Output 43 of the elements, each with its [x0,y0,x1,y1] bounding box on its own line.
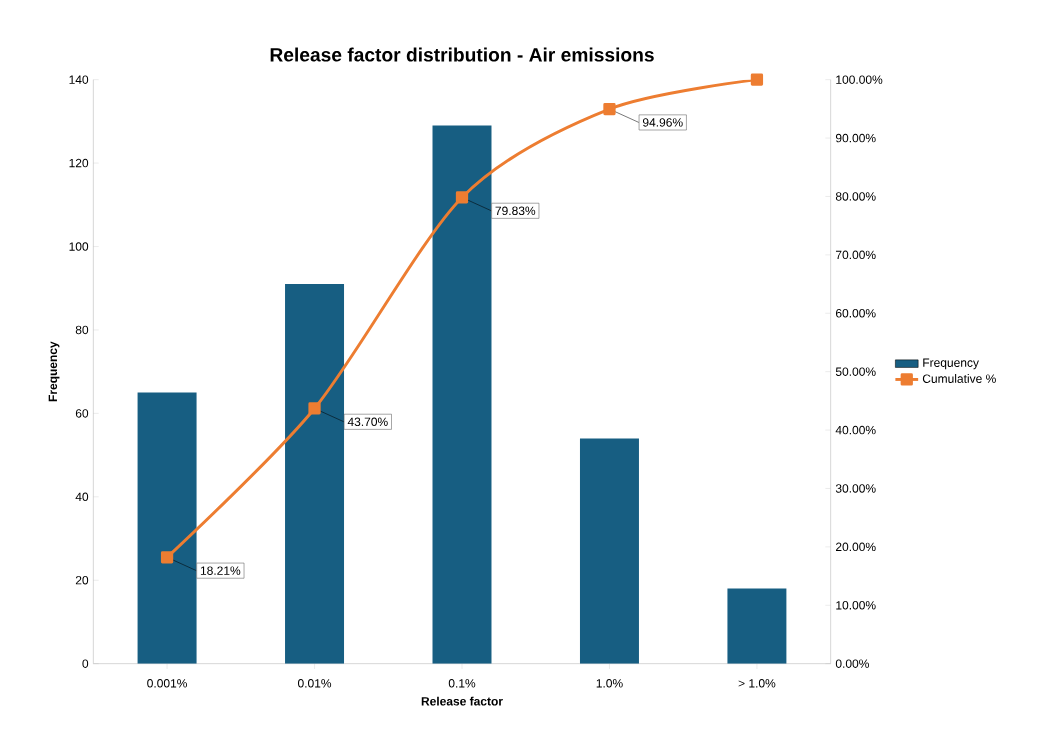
x-tick-label: 1.0% [596,679,623,688]
point [603,102,616,116]
y2-tick-label: 90.00% [835,133,876,143]
point [750,73,764,86]
bar [579,438,639,664]
y2-tick-label: 60.00% [835,309,876,318]
y-tick-label: 140 [69,75,89,84]
x-tick-label: > 1.0% [738,679,776,688]
bar [727,588,787,664]
y-tick-label: 40 [75,492,89,502]
y-tick-label: 60 [75,409,89,418]
point [308,402,321,415]
point [160,551,174,564]
chart-title: Release factor distribution - Air emissions [270,47,654,62]
data-label: 43.70% [347,417,388,427]
y2-tick-label: 70.00% [835,250,876,260]
y-axis-title: Frequency [48,341,60,402]
x-tick-label: 0.1% [448,679,476,688]
y-tick-label: 100 [69,242,89,251]
y2-tick-label: 20.00% [835,542,876,552]
bar [432,125,492,664]
bar [137,392,197,664]
x-tick-label: 0.01% [297,679,332,688]
y-tick-label: 120 [69,158,89,168]
data-label: 79.83% [495,206,536,216]
point [455,191,469,204]
legend-label: Cumulative % [922,374,996,383]
y-tick-label: 20 [75,575,89,585]
x-axis-title: Release factor [421,696,503,706]
y2-tick-label: 40.00% [835,425,876,435]
x-tick-label: 0.001% [147,679,187,688]
y2-tick-label: 100.00% [836,75,883,84]
y2-tick-label: 80.00% [835,192,876,201]
y2-tick-label: 0.00% [835,659,869,668]
y2-tick-label: 50.00% [835,367,876,376]
y-tick-label: 0 [82,659,89,668]
data-label: 18.21% [200,566,241,575]
legend-label: Frequency [923,358,979,370]
y2-tick-label: 30.00% [835,484,876,493]
bar [285,284,345,664]
y-tick-label: 80 [75,325,89,335]
data-label: 94.96% [642,118,683,127]
y2-tick-label: 10.00% [836,601,876,610]
